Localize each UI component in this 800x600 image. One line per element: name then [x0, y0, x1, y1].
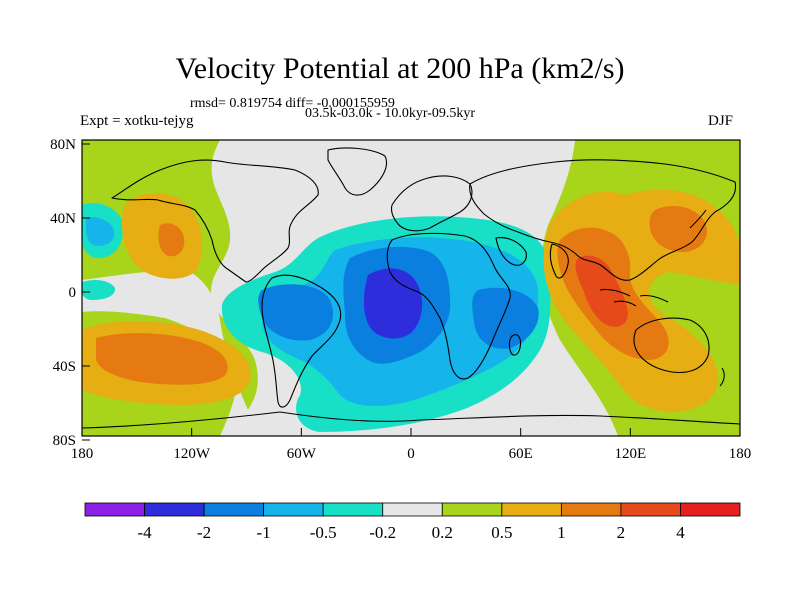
- colorbar-label: 4: [676, 523, 685, 542]
- colorbar-swatch: [441, 502, 503, 517]
- experiment-label: Expt = xotku-tejyg: [80, 113, 194, 129]
- pos3-region-npacific: [158, 223, 185, 257]
- lon-tick-label: 120E: [614, 446, 646, 462]
- colorbar-swatch: [560, 502, 622, 517]
- lon-tick-label: 60E: [509, 446, 533, 462]
- colorbar-label: 0.2: [432, 523, 453, 542]
- season-label: DJF: [708, 113, 734, 129]
- colorbar-swatch: [203, 502, 265, 517]
- pos4-region-indonesia: [575, 255, 628, 327]
- colorbar-swatch: [620, 502, 681, 517]
- longitude-axis: 180 120W 60W 0 60E 120E 180: [71, 428, 752, 462]
- coast-indonesia: [599, 288, 669, 307]
- lat-tick-label: 0: [69, 285, 77, 301]
- lon-tick-label: 180: [729, 446, 752, 462]
- coastlines: [82, 147, 740, 429]
- colorbar-label: 0.5: [491, 523, 512, 542]
- lon-tick-label: 120W: [173, 446, 211, 462]
- colorbar-label: -4: [137, 523, 152, 542]
- colorbar-label: -2: [197, 523, 211, 542]
- coast-asia: [469, 159, 737, 281]
- coast-japan: [689, 209, 707, 229]
- colorbar-swatch: [501, 502, 562, 517]
- coast-india: [549, 243, 569, 279]
- colorbar: -4 -2 -1 -0.5 -0.2 0.2 0.5 1 2 4: [84, 502, 741, 542]
- coast-australia: [633, 317, 710, 374]
- colorbar-swatch: [84, 502, 145, 517]
- neg-patch-eqpacific: [82, 280, 116, 300]
- stats-label: rmsd= 0.819754 diff= -0.000155959: [190, 96, 395, 111]
- colorbar-swatch: [680, 502, 741, 517]
- coast-europe: [390, 175, 473, 232]
- lat-tick-label: 80S: [53, 433, 76, 449]
- period-label: 03.5k-03.0k - 10.0kyr-09.5kyr: [305, 106, 476, 121]
- coast-arabia: [495, 237, 527, 266]
- neg3-region-africa: [472, 287, 539, 349]
- colorbar-label: -0.5: [310, 523, 337, 542]
- coast-greenland: [327, 147, 388, 196]
- colorbar-label: 1: [557, 523, 566, 542]
- colorbar-label: -0.2: [369, 523, 396, 542]
- lat-tick-label: 80N: [50, 137, 76, 153]
- lon-tick-label: 180: [71, 446, 94, 462]
- coast-south-america: [261, 274, 342, 408]
- pos3-region-spacific: [96, 333, 228, 385]
- neg3-region-america: [258, 284, 334, 341]
- coast-madagascar: [508, 334, 522, 356]
- coast-africa: [386, 232, 511, 380]
- colorbar-swatch: [263, 502, 324, 517]
- colorbar-swatch: [322, 502, 384, 517]
- coast-antarctica: [82, 411, 740, 429]
- lon-tick-label: 60W: [287, 446, 317, 462]
- neg-patch-nepacific-inner: [86, 217, 115, 246]
- colorbar-label: -1: [257, 523, 271, 542]
- contour-field: [82, 140, 740, 436]
- chart-title: Velocity Potential at 200 hPa (km2/s): [175, 52, 625, 85]
- colorbar-swatch: [382, 502, 443, 517]
- lat-tick-label: 40N: [50, 211, 76, 227]
- lon-tick-label: 0: [407, 446, 415, 462]
- latitude-axis: 80N 40N 0 40S 80S: [50, 137, 90, 449]
- colorbar-swatch: [144, 502, 205, 517]
- coast-new-zealand: [719, 367, 725, 387]
- coast-north-america: [111, 159, 319, 283]
- colorbar-label: 2: [617, 523, 626, 542]
- neutral-region-pacific: [82, 270, 262, 436]
- neg4-region: [363, 268, 423, 339]
- lat-tick-label: 40S: [53, 359, 76, 375]
